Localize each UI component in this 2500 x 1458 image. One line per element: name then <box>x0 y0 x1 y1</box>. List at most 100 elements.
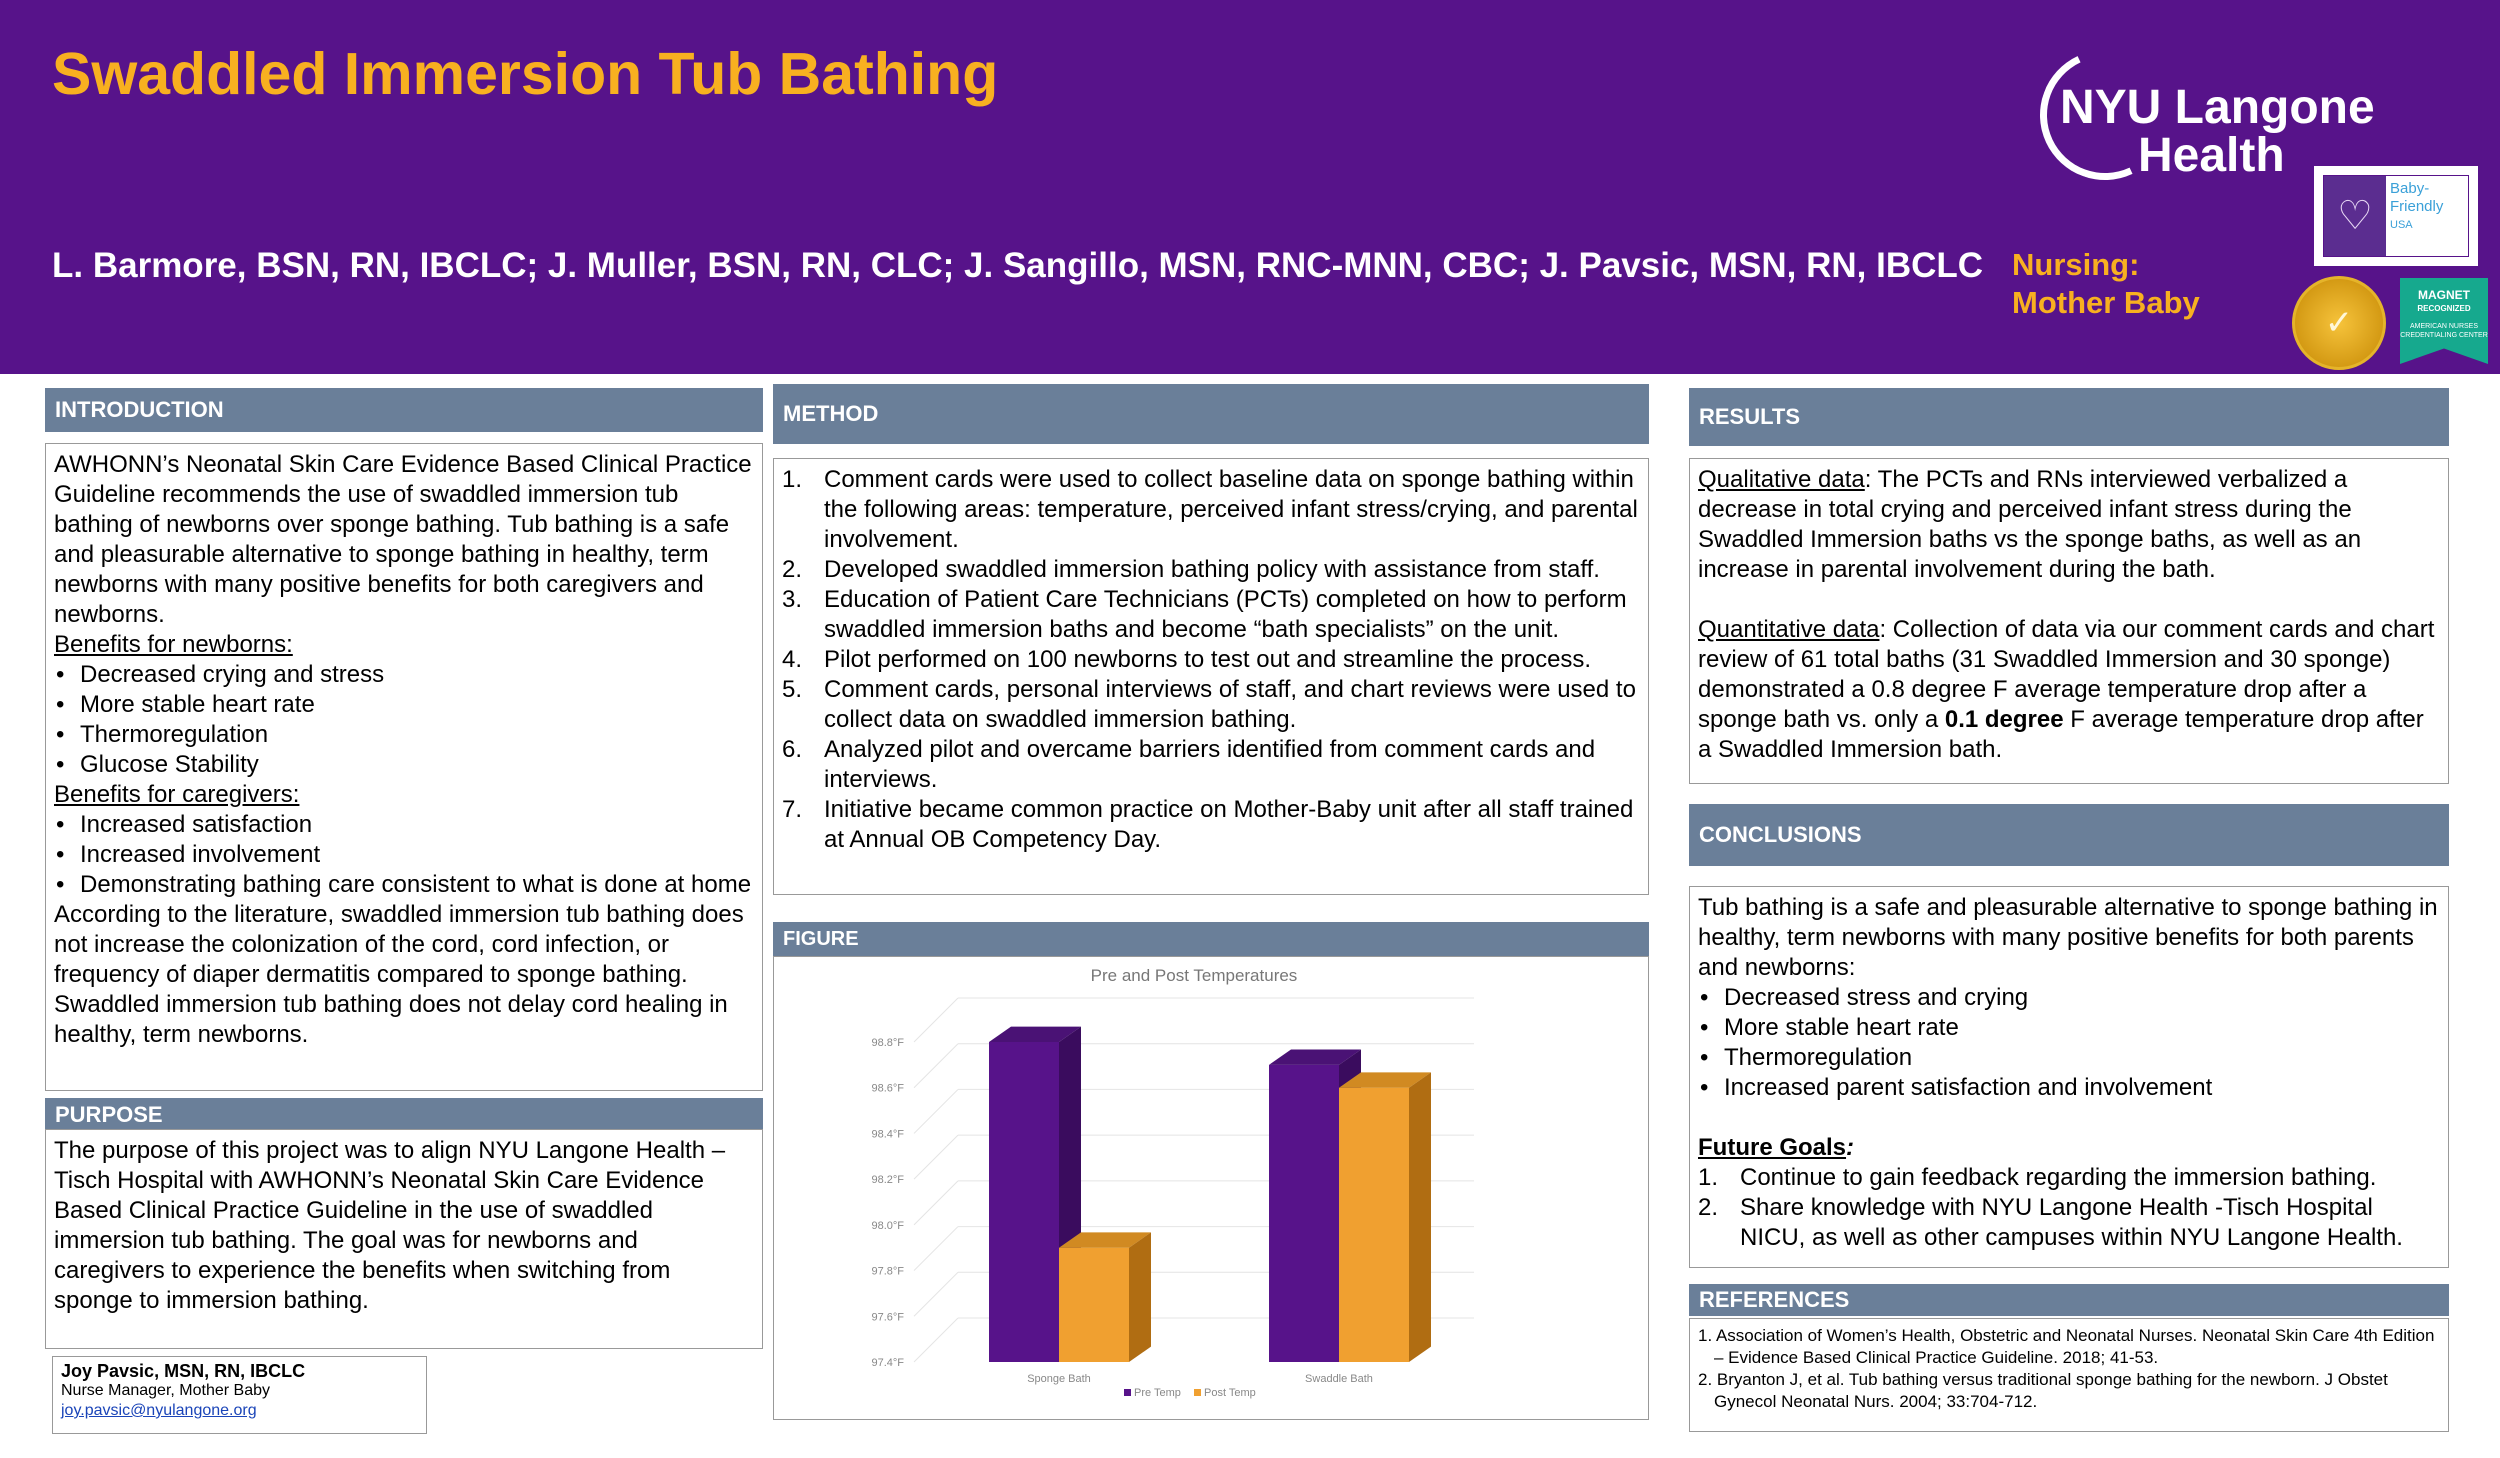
method-step-text: Pilot performed on 100 newborns to test … <box>824 646 1592 673</box>
purpose-heading: PURPOSE <box>45 1098 763 1132</box>
method-step: 1. Comment cards were used to collect bas… <box>782 466 1638 553</box>
joint-commission-seal-icon: ✓ <box>2292 276 2386 370</box>
logo-line1: NYU Langone <box>2060 81 2375 134</box>
baby-friendly-logo: ♡ Baby- Friendly USA <box>2314 166 2478 266</box>
bar-top-face <box>1339 1072 1431 1088</box>
method-step-text: Comment cards, personal interviews of st… <box>824 676 1636 733</box>
legend-label: Pre Temp <box>1134 1387 1181 1399</box>
bar-pre-temp <box>1269 1064 1339 1362</box>
intro-box: AWHONN’s Neonatal Skin Care Evidence Bas… <box>45 443 763 1091</box>
list-item: Glucose Stability <box>54 750 754 780</box>
bar-side-face <box>1409 1072 1431 1362</box>
future-goals-heading: Future Goals: <box>1698 1133 2440 1163</box>
y-tick-label: 97.4°F <box>871 1357 904 1369</box>
goal-text: Continue to gain feedback regarding the … <box>1740 1164 2377 1191</box>
quantitative-paragraph: Quantitative data: Collection of data vi… <box>1698 615 2440 765</box>
contact-box: Joy Pavsic, MSN, RN, IBCLC Nurse Manager… <box>52 1356 427 1434</box>
intro-literature-paragraph: According to the literature, swaddled im… <box>54 901 744 1048</box>
intro-paragraph: AWHONN’s Neonatal Skin Care Evidence Bas… <box>54 451 752 628</box>
conclusions-intro: Tub bathing is a safe and pleasurable al… <box>1698 894 2438 981</box>
list-item: Increased parent satisfaction and involv… <box>1698 1073 2440 1103</box>
dept-line2: Mother Baby <box>2012 285 2200 320</box>
gridline-diagonal <box>913 1271 959 1317</box>
method-step: 3. Education of Patient Care Technicians … <box>782 586 1627 643</box>
method-step: 4. Pilot performed on 100 newborns to tes… <box>782 646 1592 673</box>
purpose-box: The purpose of this project was to align… <box>45 1129 763 1349</box>
conclusions-list: Decreased stress and crying More stable … <box>1698 983 2440 1103</box>
future-goals-list: 1. Continue to gain feedback regarding th… <box>1698 1163 2440 1253</box>
goal-item: 1. Continue to gain feedback regarding th… <box>1698 1164 2377 1191</box>
legend-swatch <box>1194 1389 1201 1396</box>
references-heading: REFERENCES <box>1689 1284 2449 1316</box>
bar-top-face <box>1059 1232 1151 1248</box>
method-step-text: Initiative became common practice on Mot… <box>824 796 1634 853</box>
qualitative-paragraph: Qualitative data: The PCTs and RNs inter… <box>1698 465 2440 585</box>
goal-item: 2. Share knowledge with NYU Langone Healt… <box>1698 1194 2403 1251</box>
future-goals-colon: : <box>1846 1134 1855 1161</box>
bar-post-temp <box>1339 1087 1409 1362</box>
newborn-benefits-heading: Benefits for newborns: <box>54 631 293 658</box>
list-item: More stable heart rate <box>54 690 754 720</box>
gridline-diagonal <box>913 1134 959 1180</box>
qualitative-label: Qualitative data <box>1698 466 1865 493</box>
bf-line3: USA <box>2390 219 2413 231</box>
temperature-chart: Pre and Post Temperatures 97.4°F 97.6°F 97.… <box>871 966 1474 1399</box>
method-step-text: Analyzed pilot and overcame barriers ide… <box>824 736 1596 793</box>
poster-title: Swaddled Immersion Tub Bathing <box>52 41 999 107</box>
y-tick-label: 98.2°F <box>871 1174 904 1186</box>
gridline-diagonal <box>913 1043 959 1089</box>
method-step-text: Developed swaddled immersion bathing pol… <box>824 556 1600 583</box>
y-tick-label: 98.4°F <box>871 1128 904 1140</box>
y-tick-label: 97.8°F <box>871 1266 904 1278</box>
list-item: Thermoregulation <box>54 720 754 750</box>
method-heading: METHOD <box>773 384 1649 444</box>
intro-heading: INTRODUCTION <box>45 388 763 432</box>
bf-line2: Friendly <box>2390 198 2444 215</box>
bf-line1: Baby- <box>2390 180 2430 197</box>
magnet-line3: AMERICAN NURSES CREDENTIALING CENTER <box>2400 323 2488 339</box>
bar-top-face <box>1269 1049 1361 1065</box>
method-step: 5. Comment cards, personal interviews of … <box>782 676 1636 733</box>
department: Nursing: Mother Baby <box>2012 246 2200 322</box>
conclusions-box: Tub bathing is a safe and pleasurable al… <box>1689 886 2449 1268</box>
list-item: More stable heart rate <box>1698 1013 2440 1043</box>
method-step-text: Comment cards were used to collect basel… <box>824 466 1638 553</box>
caregiver-benefits-heading: Benefits for caregivers: <box>54 781 300 808</box>
newborn-benefits-list: Decreased crying and stress More stable … <box>54 660 754 780</box>
list-item: Demonstrating bathing care consistent to… <box>54 870 754 900</box>
figure-box: Pre and Post Temperatures 97.4°F 97.6°F 97.… <box>773 956 1649 1420</box>
list-item: Thermoregulation <box>1698 1043 2440 1073</box>
gridline-diagonal <box>913 997 959 1043</box>
quantitative-text-2: F average temperature drop after a Swadd… <box>1698 706 2424 763</box>
list-item: Decreased crying and stress <box>54 660 754 690</box>
method-step-text: Education of Patient Care Technicians (P… <box>824 586 1627 643</box>
legend-swatch <box>1124 1389 1131 1396</box>
magnet-line1: MAGNET <box>2418 288 2470 302</box>
bar-post-temp <box>1059 1247 1129 1362</box>
gridline-diagonal <box>913 1226 959 1271</box>
quantitative-bold: 0.1 degree <box>1944 706 2064 733</box>
x-category-label: Sponge Bath <box>1027 1373 1091 1385</box>
bar-pre-temp <box>989 1042 1059 1362</box>
references-box: 1. Association of Women’s Health, Obstet… <box>1689 1318 2449 1432</box>
gridline-diagonal <box>913 1317 959 1363</box>
quantitative-label: Quantitative data <box>1698 616 1880 643</box>
reference-item: 1. Association of Women’s Health, Obstet… <box>1698 1326 2435 1367</box>
bar-top-face <box>989 1026 1081 1042</box>
magnet-recognized-badge: MAGNET RECOGNIZED AMERICAN NURSES CREDEN… <box>2400 278 2488 364</box>
authors: L. Barmore, BSN, RN, IBCLC; J. Muller, B… <box>52 246 1984 285</box>
contact-email-link[interactable]: joy.pavsic@nyulangone.org <box>61 1402 257 1419</box>
gridline-diagonal <box>913 1180 959 1226</box>
purpose-text: The purpose of this project was to align… <box>54 1137 726 1314</box>
dept-line1: Nursing: <box>2012 247 2140 282</box>
bar-side-face <box>1129 1232 1151 1362</box>
contact-role: Nurse Manager, Mother Baby <box>61 1382 270 1399</box>
list-item: Increased involvement <box>54 840 754 870</box>
method-box: 1. Comment cards were used to collect bas… <box>773 458 1649 895</box>
caregiver-benefits-list: Increased satisfaction Increased involve… <box>54 810 754 900</box>
figure-heading: FIGURE <box>773 922 1649 956</box>
method-step: 6. Analyzed pilot and overcame barriers i… <box>782 736 1596 793</box>
future-goals-label: Future Goals <box>1698 1134 1847 1161</box>
gridline-diagonal <box>913 1089 959 1134</box>
goal-text: Share knowledge with NYU Langone Health … <box>1740 1194 2403 1251</box>
